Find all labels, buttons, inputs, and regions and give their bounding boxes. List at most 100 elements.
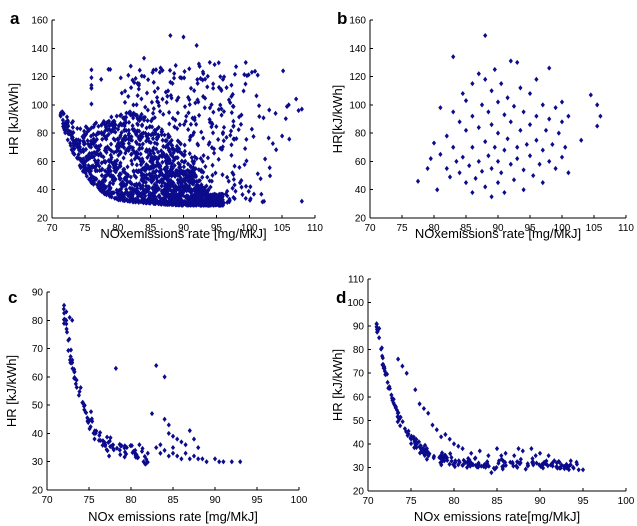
scatter-point bbox=[171, 195, 176, 201]
scatter-point bbox=[91, 174, 96, 181]
scatter-point bbox=[65, 127, 70, 133]
scatter-point bbox=[97, 167, 102, 174]
scatter-point bbox=[566, 170, 571, 176]
scatter-point bbox=[107, 126, 112, 133]
scatter-point bbox=[489, 194, 494, 200]
scatter-point bbox=[122, 166, 127, 173]
scatter-point bbox=[175, 155, 180, 161]
scatter-point bbox=[128, 174, 133, 180]
scatter-point bbox=[160, 179, 165, 185]
scatter-point bbox=[111, 442, 116, 448]
scatter-point bbox=[144, 133, 149, 139]
scatter-point bbox=[199, 167, 204, 173]
scatter-point bbox=[299, 198, 304, 204]
scatter-point bbox=[105, 189, 110, 195]
scatter-point bbox=[70, 124, 75, 130]
scatter-point bbox=[114, 196, 120, 202]
scatter-point bbox=[133, 174, 139, 180]
scatter-point bbox=[105, 119, 110, 125]
scatter-point bbox=[75, 143, 80, 149]
scatter-point bbox=[408, 441, 414, 447]
scatter-point bbox=[209, 145, 215, 151]
scatter-point bbox=[179, 150, 184, 156]
scatter-point bbox=[107, 158, 112, 164]
scatter-point bbox=[140, 156, 145, 162]
scatter-point bbox=[83, 410, 89, 416]
scatter-point bbox=[172, 156, 177, 162]
scatter-point bbox=[434, 427, 439, 433]
scatter-point bbox=[66, 337, 71, 343]
scatter-point bbox=[406, 428, 411, 434]
scatter-point bbox=[137, 145, 142, 152]
scatter-point bbox=[184, 184, 190, 190]
scatter-point bbox=[64, 317, 69, 323]
scatter-point bbox=[206, 187, 211, 194]
scatter-point bbox=[143, 173, 148, 180]
scatter-point bbox=[546, 453, 551, 459]
scatter-point bbox=[499, 81, 504, 87]
scatter-point bbox=[182, 198, 187, 204]
scatter-point bbox=[156, 124, 161, 131]
scatter-point bbox=[119, 90, 124, 96]
scatter-point bbox=[74, 155, 80, 161]
scatter-point bbox=[140, 134, 145, 140]
scatter-point bbox=[146, 196, 151, 202]
scatter-point bbox=[89, 416, 94, 422]
scatter-point bbox=[132, 450, 137, 456]
scatter-point bbox=[164, 99, 169, 105]
scatter-point bbox=[470, 113, 475, 119]
scatter-point bbox=[161, 111, 166, 117]
scatter-point bbox=[181, 183, 186, 190]
scatter-point bbox=[90, 418, 95, 424]
scatter-point bbox=[133, 131, 139, 137]
scatter-point bbox=[145, 450, 150, 456]
scatter-point bbox=[192, 179, 197, 185]
scatter-point bbox=[494, 464, 499, 471]
scatter-point bbox=[82, 128, 87, 134]
scatter-point bbox=[192, 202, 197, 208]
scatter-point bbox=[91, 181, 96, 187]
scatter-point bbox=[246, 72, 251, 78]
scatter-point bbox=[176, 160, 181, 166]
scatter-point bbox=[145, 118, 150, 124]
scatter-point bbox=[540, 147, 545, 153]
scatter-point bbox=[106, 171, 111, 177]
y-tick-label: 40 bbox=[355, 185, 367, 196]
scatter-point bbox=[119, 139, 125, 145]
scatter-point bbox=[489, 470, 494, 476]
scatter-point bbox=[70, 366, 75, 372]
scatter-point bbox=[190, 132, 196, 138]
scatter-point bbox=[175, 110, 180, 116]
scatter-point bbox=[534, 76, 539, 82]
scatter-point bbox=[147, 124, 152, 130]
scatter-point bbox=[167, 109, 172, 115]
scatter-point bbox=[62, 310, 67, 316]
scatter-point bbox=[136, 128, 142, 134]
scatter-point bbox=[121, 194, 126, 200]
scatter-point bbox=[99, 172, 105, 179]
scatter-point bbox=[229, 93, 234, 100]
scatter-point bbox=[170, 80, 175, 87]
scatter-point bbox=[127, 109, 133, 115]
scatter-point bbox=[286, 102, 291, 108]
scatter-point bbox=[109, 114, 114, 120]
scatter-point bbox=[284, 103, 290, 110]
scatter-point bbox=[91, 131, 96, 137]
scatter-point bbox=[213, 170, 218, 176]
scatter-point bbox=[164, 152, 169, 158]
scatter-point bbox=[539, 461, 545, 467]
scatter-point bbox=[74, 377, 79, 383]
scatter-point bbox=[167, 121, 172, 127]
scatter-point bbox=[439, 434, 444, 440]
scatter-point bbox=[438, 105, 443, 111]
scatter-point bbox=[231, 176, 236, 183]
scatter-point bbox=[495, 180, 501, 186]
scatter-point bbox=[108, 180, 113, 186]
scatter-point bbox=[149, 99, 154, 105]
scatter-point bbox=[78, 158, 84, 164]
scatter-point bbox=[187, 151, 192, 157]
scatter-point bbox=[183, 118, 188, 124]
scatter-point bbox=[154, 444, 159, 451]
scatter-point bbox=[143, 104, 148, 110]
scatter-point bbox=[280, 133, 285, 139]
